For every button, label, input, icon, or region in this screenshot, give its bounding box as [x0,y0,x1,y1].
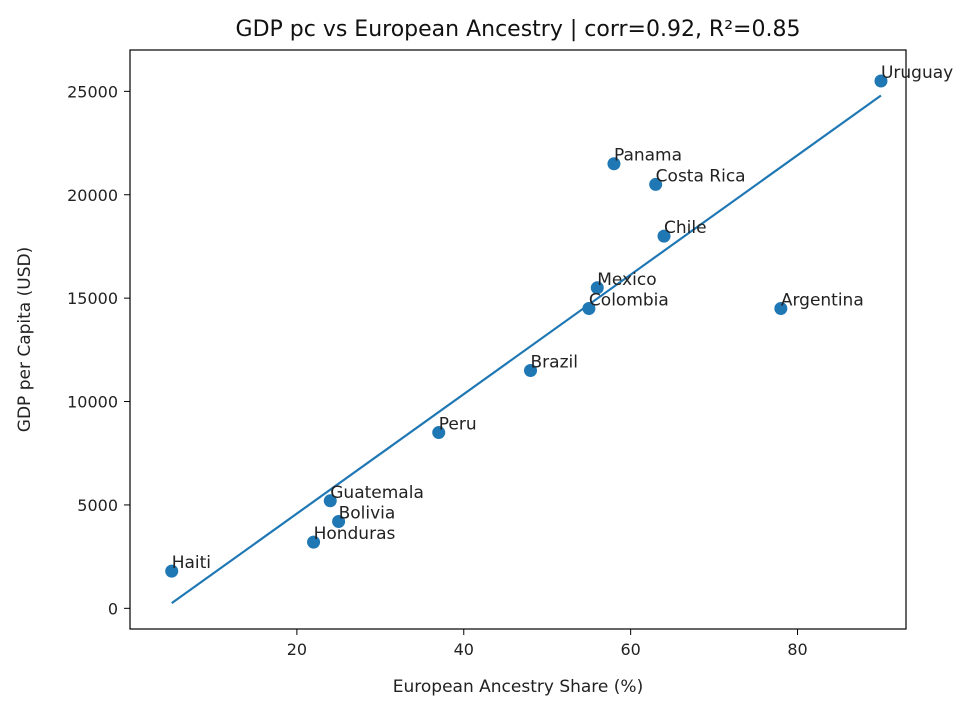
point-label-chile: Chile [664,218,707,238]
data-point-uruguay [874,74,888,88]
data-point-panama [607,157,621,171]
y-tick-label: 20000 [67,186,118,205]
plot-area-frame [129,49,907,630]
data-point-guatemala [323,494,337,508]
x-axis-label: European Ancestry Share (%) [393,677,643,697]
regression-line [171,94,882,605]
y-tick-label: 10000 [67,393,118,412]
x-tick-label: 60 [620,640,640,659]
point-label-honduras: Honduras [314,524,396,544]
data-points [165,74,888,578]
data-point-mexico [590,281,604,295]
x-tick-label: 40 [454,640,474,659]
point-label-costa-rica: Costa Rica [656,166,746,186]
y-axis-ticks: 0 5000 10000 15000 20000 25000 [67,82,130,618]
point-label-guatemala: Guatemala [330,483,424,503]
point-label-argentina: Argentina [781,290,864,310]
point-label-peru: Peru [439,415,477,435]
data-point-costa-rica [649,177,663,191]
data-point-chile [657,229,671,243]
data-point-argentina [774,301,788,315]
data-point-peru [432,426,446,440]
y-tick-label: 25000 [67,82,118,101]
data-point-colombia [582,301,596,315]
data-point-haiti [165,564,179,578]
point-label-panama: Panama [614,146,682,166]
data-point-brazil [524,364,538,378]
point-label-uruguay: Uruguay [881,63,953,83]
x-axis-ticks: 20 40 60 80 [287,629,808,659]
data-point-bolivia [332,514,346,528]
chart-title: GDP pc vs European Ancestry | corr=0.92,… [236,17,801,42]
y-tick-label: 5000 [77,496,118,515]
point-label-mexico: Mexico [597,270,656,290]
x-tick-label: 20 [287,640,307,659]
point-label-haiti: Haiti [172,553,211,573]
y-tick-label: 0 [108,599,118,618]
x-tick-label: 80 [787,640,807,659]
point-label-colombia: Colombia [589,290,669,310]
y-tick-label: 15000 [67,289,118,308]
point-label-bolivia: Bolivia [339,503,396,523]
y-axis-label: GDP per Capita (USD) [15,247,35,432]
data-point-honduras [307,535,321,549]
point-label-brazil: Brazil [531,353,578,373]
